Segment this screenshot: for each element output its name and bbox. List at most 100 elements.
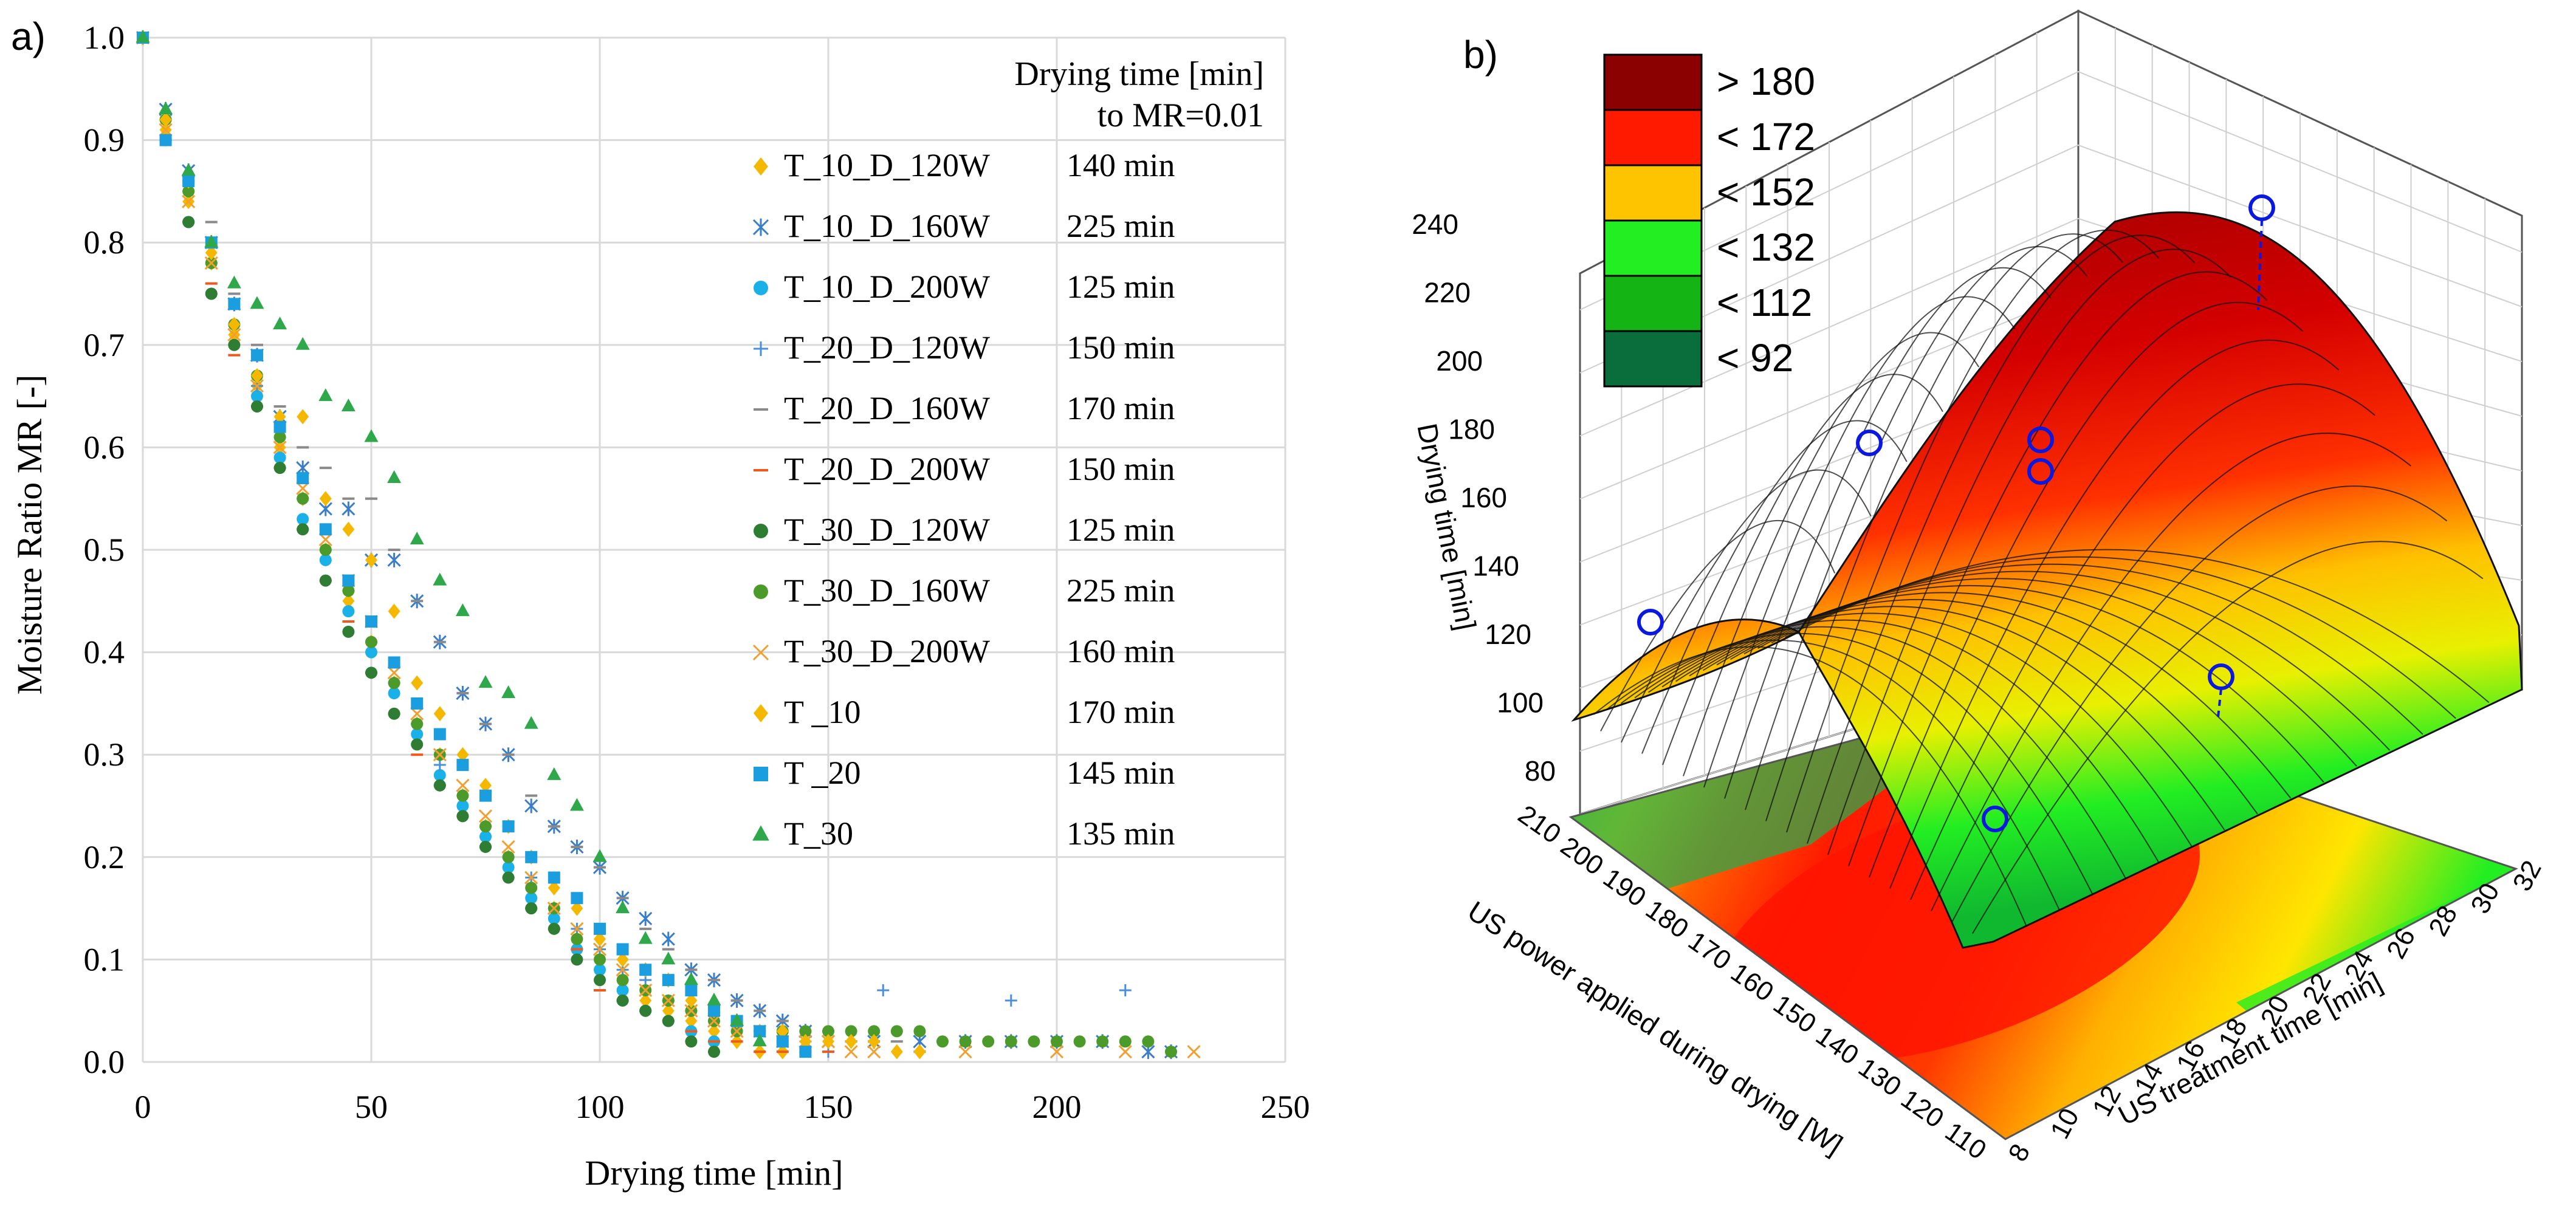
data-point bbox=[502, 861, 515, 874]
series-t_30 bbox=[136, 30, 767, 1047]
legend-swatch bbox=[1603, 164, 1703, 222]
surface-mesh-lines bbox=[1593, 229, 2490, 934]
data-point bbox=[227, 275, 241, 289]
data-point bbox=[890, 1044, 903, 1060]
y-tick-label: 210 bbox=[1513, 800, 1566, 849]
series-t_10_d_200w bbox=[137, 32, 720, 1048]
data-point bbox=[273, 462, 286, 474]
data-point bbox=[182, 194, 196, 208]
observed-point bbox=[1856, 430, 1883, 456]
z-tick-label: 220 bbox=[1424, 277, 1471, 309]
data-point bbox=[479, 831, 492, 843]
data-point bbox=[616, 963, 630, 977]
legend-series-name: T_20_D_160W bbox=[784, 390, 990, 426]
data-point bbox=[228, 298, 241, 310]
data-point bbox=[342, 584, 355, 597]
data-point bbox=[342, 574, 355, 587]
data-point bbox=[867, 1045, 881, 1059]
observed-points bbox=[1637, 194, 2275, 832]
data-point bbox=[638, 931, 653, 944]
legend-series-name: T_20_D_200W bbox=[784, 451, 990, 487]
data-point bbox=[273, 409, 286, 425]
data-point bbox=[411, 738, 424, 751]
data-point bbox=[571, 933, 583, 945]
legend-header-line-1: Drying time [min] bbox=[1014, 55, 1264, 93]
legend-series-value: 160 min bbox=[1066, 633, 1175, 670]
data-point bbox=[273, 431, 286, 444]
data-point bbox=[662, 974, 675, 987]
data-point bbox=[1119, 984, 1132, 996]
data-point bbox=[1005, 1035, 1017, 1048]
data-point bbox=[456, 800, 469, 812]
data-point bbox=[273, 451, 286, 464]
data-point bbox=[730, 1024, 744, 1038]
mesh-line bbox=[1827, 248, 2231, 855]
mesh-line bbox=[1951, 485, 2448, 923]
data-point bbox=[639, 964, 652, 976]
z-tick-label: 140 bbox=[1472, 550, 1519, 582]
data-point bbox=[877, 984, 890, 996]
legend-marker bbox=[754, 704, 768, 722]
data-point bbox=[752, 1033, 767, 1047]
data-point bbox=[1165, 1046, 1177, 1058]
data-point bbox=[822, 1025, 834, 1038]
legend-swatch bbox=[1603, 219, 1703, 277]
data-point bbox=[1051, 1035, 1063, 1048]
data-point bbox=[525, 851, 538, 863]
mesh-line bbox=[1889, 339, 2340, 889]
observed-point bbox=[1982, 806, 2008, 832]
data-point bbox=[501, 840, 515, 854]
data-point bbox=[273, 317, 287, 330]
data-point bbox=[708, 1046, 720, 1058]
data-point bbox=[616, 994, 629, 1007]
observed-point bbox=[2027, 426, 2054, 453]
x-tick-label: 8 bbox=[2003, 1139, 2036, 1166]
legend-marker bbox=[754, 281, 768, 295]
legend-marker bbox=[752, 218, 769, 236]
data-point bbox=[525, 882, 538, 894]
legend-label: < 172 bbox=[1717, 115, 1815, 159]
panel-a-legend: Drying time [min] to MR=0.01 T_10_D_120W… bbox=[752, 55, 1264, 852]
mesh-line bbox=[1647, 619, 2159, 863]
data-point bbox=[251, 349, 263, 361]
data-point bbox=[228, 338, 241, 351]
legend-marker bbox=[752, 825, 769, 841]
legend-marker bbox=[754, 524, 768, 538]
data-point bbox=[342, 521, 355, 537]
legend-series-value: 225 min bbox=[1066, 572, 1175, 609]
series-t_30_d_160w bbox=[137, 32, 1177, 1058]
z-tick-label: 160 bbox=[1460, 482, 1507, 513]
data-point bbox=[456, 747, 469, 762]
data-point bbox=[799, 1046, 812, 1058]
x-tick-label: 150 bbox=[804, 1089, 853, 1125]
data-point bbox=[388, 656, 400, 669]
data-point bbox=[159, 134, 172, 146]
z-tick-label: 100 bbox=[1497, 687, 1544, 719]
z-tick-label: 80 bbox=[1525, 755, 1556, 787]
data-point bbox=[845, 1033, 857, 1049]
data-point bbox=[571, 953, 583, 966]
panel-b-z-axis-label: Drying time [min] bbox=[1411, 421, 1482, 633]
data-point bbox=[479, 820, 492, 833]
legend-series-name: T_20_D_120W bbox=[784, 329, 990, 366]
data-point bbox=[547, 902, 561, 916]
data-point bbox=[342, 593, 355, 609]
data-point bbox=[616, 943, 629, 956]
mesh-line bbox=[1703, 296, 2016, 788]
legend-header-line-2: to MR=0.01 bbox=[1097, 97, 1264, 134]
data-point bbox=[958, 1045, 972, 1059]
panel-a-axes: 0 50 100 150 200 250 0.0 0.1 0.2 0.3 0.4 0.5 0.6 0.7 0… bbox=[84, 19, 1310, 1125]
data-point bbox=[273, 440, 287, 454]
legend-series-name: T _10 bbox=[784, 694, 861, 730]
legend-series-name: T_10_D_200W bbox=[784, 269, 990, 305]
mesh-line bbox=[1910, 383, 2375, 900]
legend-marker bbox=[754, 341, 768, 356]
mesh-line bbox=[1785, 549, 2490, 704]
data-point bbox=[685, 984, 698, 996]
data-point bbox=[411, 675, 424, 691]
data-point bbox=[570, 922, 584, 936]
z-tick-label: 180 bbox=[1448, 414, 1495, 445]
data-point bbox=[1005, 994, 1017, 1007]
x-tick-label: 250 bbox=[1261, 1089, 1310, 1125]
